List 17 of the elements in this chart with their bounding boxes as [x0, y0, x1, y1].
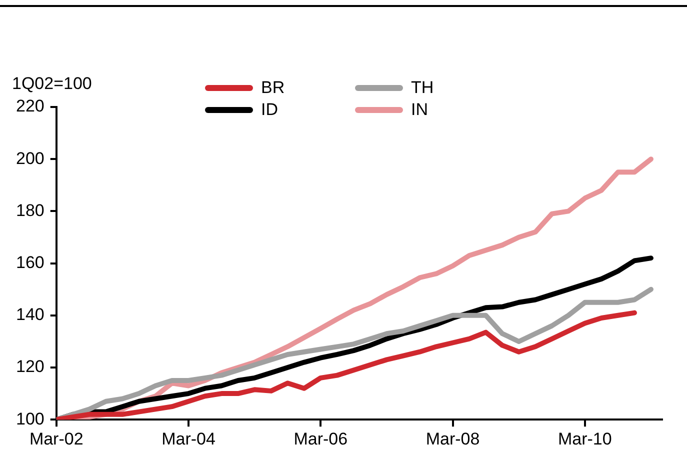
y-axis-title: 1Q02=100 [12, 74, 92, 94]
x-tick-label: Mar-06 [294, 429, 348, 448]
x-tick-label: Mar-10 [558, 429, 612, 448]
x-tick-label: Mar-08 [426, 429, 480, 448]
y-tick-label: 140 [16, 305, 44, 324]
y-tick-label: 180 [16, 200, 44, 220]
y-tick-label: 160 [16, 252, 44, 272]
y-tick-label: 200 [16, 148, 44, 168]
y-tick-label: 100 [16, 409, 44, 428]
x-tick-label: Mar-02 [29, 429, 84, 448]
legend-label: BR [260, 78, 286, 98]
y-tick-label: 120 [16, 357, 44, 376]
legend-label: TH [410, 78, 435, 98]
x-tick-label: Mar-04 [162, 429, 216, 448]
y-tick-label: 220 [16, 96, 44, 116]
legend-label: IN [410, 100, 429, 120]
legend-label: ID [260, 100, 279, 120]
